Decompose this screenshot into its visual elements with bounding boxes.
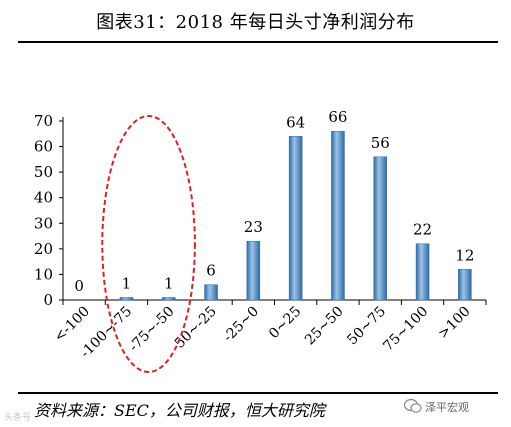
highlight-ellipse xyxy=(101,115,196,373)
x-tick-label: 75~100 xyxy=(380,304,431,355)
value-labels: 0 1 1 6 23 64 66 56 22 12 xyxy=(74,108,474,295)
bar-value-label: 1 xyxy=(164,274,174,292)
source-note: 资料来源：SEC，公司财报，恒大研究院 xyxy=(34,401,325,420)
bar xyxy=(331,130,345,301)
x-axis xyxy=(62,299,487,305)
y-tick-label: 50 xyxy=(34,163,53,181)
bar xyxy=(204,284,218,301)
bar-value-label: 23 xyxy=(244,218,263,236)
bar-value-label: 66 xyxy=(328,108,347,126)
y-tick-label: 30 xyxy=(34,214,53,232)
x-tick-labels: <-100-100~-75-75~-50-50~-25 -25~0 0~2525~5… xyxy=(51,304,474,362)
bar xyxy=(458,269,472,301)
bar xyxy=(373,156,387,301)
y-axis: 0 10 20 30 40 50 60 70 xyxy=(34,112,64,309)
watermark-right: 泽平宏观 xyxy=(425,401,469,414)
x-tick-label: 0~25 xyxy=(266,304,305,343)
bar xyxy=(246,240,261,301)
bar xyxy=(415,243,430,301)
x-tick-label: >100 xyxy=(435,304,474,343)
bar-value-label: 6 xyxy=(206,262,216,280)
y-tick-label: 70 xyxy=(34,112,53,130)
x-tick-label: 25~50 xyxy=(302,304,347,349)
bar-value-label: 56 xyxy=(371,134,390,152)
y-tick-label: 20 xyxy=(34,240,53,258)
bar-value-label: 0 xyxy=(74,277,84,295)
y-tick-label: 10 xyxy=(34,265,53,283)
bar-value-label: 22 xyxy=(413,221,432,239)
wechat-icon xyxy=(404,398,422,413)
bar xyxy=(288,136,303,301)
title-rule xyxy=(18,41,498,43)
x-tick-label: -25~0 xyxy=(220,304,262,346)
bars xyxy=(119,130,472,301)
y-tick-label: 60 xyxy=(34,138,53,156)
bar-value-label: 64 xyxy=(286,113,305,131)
bar-value-label: 1 xyxy=(122,274,132,292)
bar xyxy=(119,297,134,301)
source-rule xyxy=(18,392,498,394)
watermark-left: 头条号 xyxy=(4,413,32,423)
bar-value-label: 12 xyxy=(455,246,474,264)
x-tick-label: -75~-50 xyxy=(126,304,177,355)
x-tick-label: <-100 xyxy=(51,304,93,346)
y-tick-label: 0 xyxy=(43,291,53,309)
bar xyxy=(162,297,176,301)
figure-title: 图表31：2018 年每日头寸净利润分布 xyxy=(96,12,415,33)
y-tick-label: 40 xyxy=(34,189,53,207)
